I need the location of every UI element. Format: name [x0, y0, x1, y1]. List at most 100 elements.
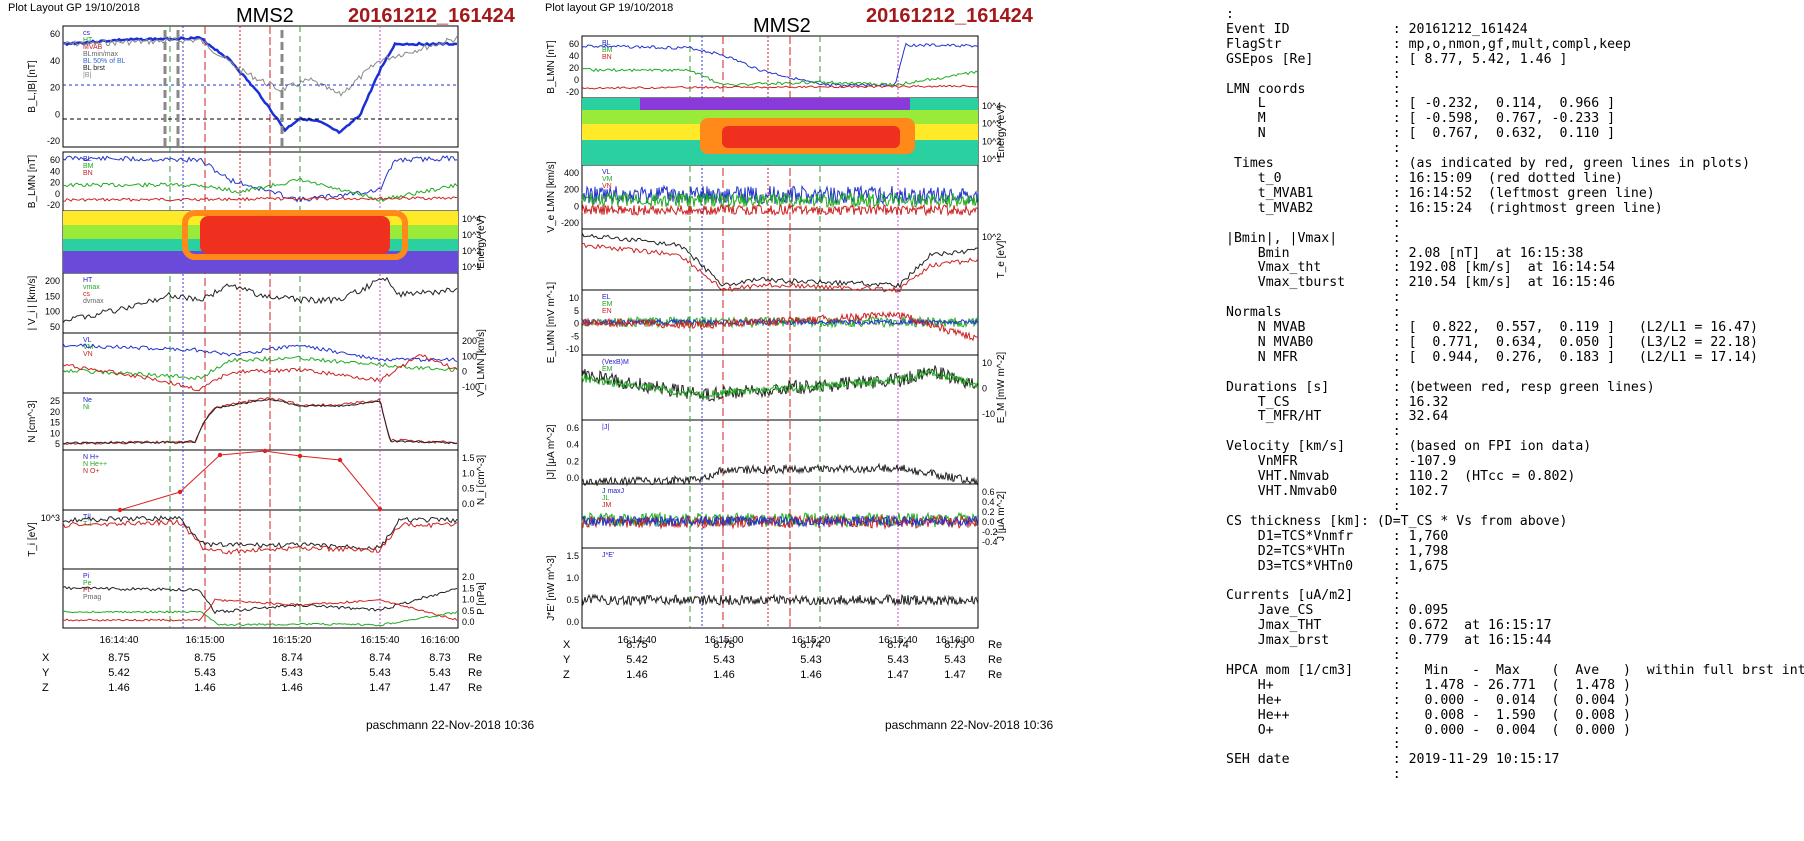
left-tick-label: 5: [55, 439, 60, 449]
summary-line: Vmax_tht : 192.08 [km/s] at 16:14:54: [1257, 260, 1616, 276]
coord-value: 1.47: [369, 682, 391, 694]
vexb-m-line: [581, 365, 979, 403]
right-legend-entry: VL: [602, 169, 611, 176]
summary-line: N MVAB0 : [ 0.771, 0.634, 0.050 ] (L3/L2…: [1257, 334, 1758, 350]
left-legend-entry: cs: [83, 291, 91, 298]
coord-unit: Re: [468, 652, 483, 664]
t-perp-line: [62, 515, 458, 550]
coord-value: 5.43: [369, 667, 391, 679]
bl-brst-line: [62, 35, 458, 135]
left-axis-label: | V_i | [km/s]: [27, 275, 38, 330]
summary-line: :: [1226, 767, 1401, 783]
right-tick-label: -5: [571, 331, 579, 341]
he-plus-plus-point: [262, 448, 268, 454]
coord-unit: Re: [988, 669, 1003, 681]
left-tick-label: 1.5: [462, 583, 475, 593]
left-tick-label: 1.5: [462, 453, 475, 463]
coord-value: 1.46: [800, 669, 822, 681]
left-tick-label: 20: [50, 178, 60, 188]
left-legend-entry: Pe: [83, 580, 92, 587]
left-axis-label: N_i [cm^-3]: [476, 455, 487, 505]
summary-line: :: [1392, 573, 1401, 589]
left-tick-label: -100: [462, 382, 480, 392]
left-tick-label: 60: [50, 155, 60, 165]
summary-line: Normals :: [1226, 305, 1401, 321]
summary-line: :: [1392, 215, 1401, 231]
coord-value: 1.47: [944, 669, 966, 681]
right-tick-label: 0: [574, 201, 579, 211]
spectrogram-band: [182, 210, 408, 260]
left-panel-frame: [62, 568, 459, 629]
right-tick-label: 10: [569, 293, 579, 303]
he-plus-plus-point: [177, 489, 183, 495]
summary-line: :: [1226, 7, 1234, 22]
vl-line: [62, 343, 458, 363]
left-tick-label: -20: [47, 200, 60, 210]
en-line: [581, 310, 979, 342]
left-legend-entry: BL brst: [83, 65, 105, 72]
left-legend-entry: N O+: [83, 468, 100, 475]
left-legend-entry: dvmax: [83, 298, 104, 305]
left-legend-entry: Pt: [83, 587, 90, 594]
je-prime-line: [581, 593, 979, 607]
right-tick-label: 0: [574, 75, 579, 85]
pi-line: [62, 598, 458, 622]
pmag-line: [62, 610, 458, 627]
right-tick-label: 0: [574, 319, 579, 329]
left-panel-frame: [62, 151, 459, 212]
ni-line: [62, 398, 458, 445]
right-tick-label: 0.2: [982, 507, 995, 517]
coord-value: 8.74: [281, 652, 303, 664]
spectrogram-hot-region: [200, 216, 390, 254]
left-time-tick: 16:15:00: [186, 635, 225, 646]
left-axis-label: V_i LMN [km/s]: [476, 329, 487, 397]
left-legend-entry: cs: [83, 30, 91, 37]
summary-line: He+ : 0.000 - 0.014 ( 0.004 ): [1257, 692, 1631, 708]
right-tick-label: 0.4: [566, 440, 579, 450]
left-tick-label: 20: [50, 407, 60, 417]
summary-line: :: [1392, 737, 1401, 753]
t-par-line: [62, 519, 458, 555]
left-spacecraft-label: MMS2: [236, 5, 294, 27]
left-axis-label: P [nPa]: [476, 582, 487, 615]
ne-line: [62, 397, 458, 445]
right-legend-entry: BM: [602, 47, 613, 54]
left-tick-label: 60: [50, 29, 60, 39]
summary-line: Jmax_brst : 0.779 at 16:15:44: [1257, 633, 1552, 649]
right-legend-entry: (VexB)M: [602, 359, 629, 366]
right-axis-label: E_LMN [mV m^-1]: [546, 282, 557, 364]
left-tick-label: 25: [50, 396, 60, 406]
coord-value: 5.43: [429, 667, 451, 679]
left-tick-label: 10^3: [462, 230, 481, 240]
right-axis-label: |J| [μA m^-2]: [546, 424, 557, 479]
left-tick-label: 200: [462, 336, 477, 346]
left-tick-label: 40: [50, 166, 60, 176]
summary-line: He++ : 0.008 - 1.590 ( 0.008 ): [1257, 707, 1631, 723]
summary-line: :: [1392, 647, 1401, 663]
coord-value: 1.47: [887, 669, 909, 681]
left-tick-label: 0: [55, 189, 60, 199]
summary-line: VHT.Nmvab : 110.2 (HTcc = 0.802): [1257, 469, 1576, 485]
left-event-id: 20161212_161424: [348, 5, 515, 27]
right-tick-label: -0.2: [982, 527, 998, 537]
right-axis-label: V_e LMN [km/s]: [546, 161, 557, 232]
left-legend-entry: BN: [83, 170, 93, 177]
coord-value: 8.74: [887, 639, 909, 651]
summary-line: Times : (as indicated by red, green line…: [1233, 156, 1751, 172]
left-plot-title: Plot Layout GP 19/10/2018: [8, 2, 140, 14]
right-tick-label: 5: [574, 306, 579, 316]
he-plus-plus-point: [337, 457, 343, 463]
left-legend-entry: HT: [83, 37, 93, 44]
summary-line: D3=TCS*VHTn0 : 1,675: [1257, 558, 1449, 574]
left-tick-label: 100: [45, 307, 60, 317]
summary-line: O+ : 0.000 - 0.004 ( 0.000 ): [1257, 722, 1631, 738]
right-event-id: 20161212_161424: [866, 5, 1033, 27]
right-tick-label: -0.4: [982, 537, 998, 547]
right-axis-label: B_LMN [nT]: [546, 40, 557, 94]
right-tick-label: 10^4: [982, 101, 1001, 111]
coord-value: 1.46: [194, 682, 216, 694]
left-figure-group: B_L,|B| [nT]6040200-20csHTMVABBLmin/maxB…: [27, 25, 487, 646]
coord-value: 5.43: [944, 654, 966, 666]
coord-unit: Re: [468, 682, 483, 694]
summary-line: VHT.Nmvab0 : 102.7: [1257, 484, 1449, 499]
